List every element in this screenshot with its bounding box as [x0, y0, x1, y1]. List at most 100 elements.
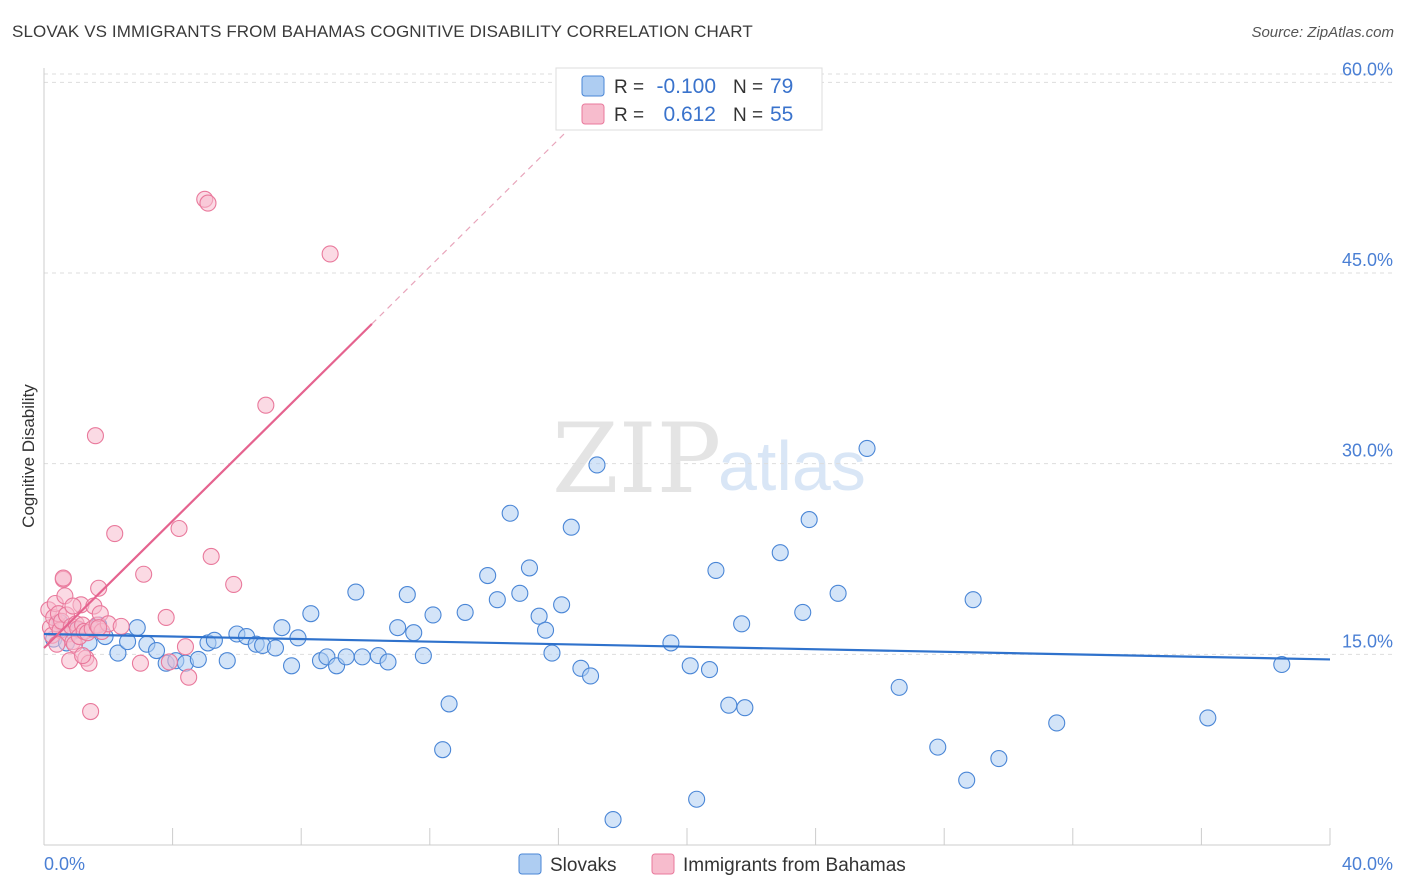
slovaks-point [553, 596, 571, 614]
slovaks-point [353, 648, 371, 666]
bahamas-point [82, 702, 100, 721]
slovaks-point [128, 619, 146, 637]
legend-r-label-pink: R = [614, 105, 644, 126]
bahamas-point [199, 194, 217, 212]
slovaks-point [520, 559, 539, 577]
slovaks-point [501, 504, 519, 522]
legend-swatch-blue [581, 75, 605, 97]
trendlines [43, 132, 1331, 661]
slovaks-point [398, 586, 416, 604]
slovaks-point [488, 591, 506, 609]
watermark-zip: ZIP [552, 403, 721, 515]
bahamas-point [90, 619, 108, 637]
bahamas-point [157, 608, 175, 627]
correlation-legend: R = -0.100 N = 79 R = 0.612 N = 55 [555, 67, 823, 131]
bahamas-point [170, 519, 188, 538]
bahamas-trendline-extension [371, 132, 566, 325]
legend-r-value-pink: 0.612 [663, 103, 716, 126]
slovaks-point [434, 741, 452, 759]
slovaks-point [205, 631, 223, 649]
slovaks-point [479, 566, 497, 585]
legend-n-label-blue: N = [733, 77, 763, 98]
source-credit: Source: ZipAtlas.com [1251, 24, 1394, 41]
slovaks-point [440, 695, 458, 713]
series-legend: Slovaks Immigrants from Bahamas [518, 853, 906, 876]
x-axis-ticks [43, 828, 1331, 845]
slovaks-point [929, 738, 947, 756]
bahamas-point [90, 579, 108, 597]
slovaks-point [302, 605, 320, 623]
bahamas-point [176, 638, 195, 656]
slovaks-point [405, 624, 423, 642]
slovaks-point [707, 561, 725, 579]
legend-n-value-blue: 79 [770, 75, 793, 98]
slovaks-point [414, 647, 432, 665]
bottom-legend-swatch-slovaks [518, 853, 542, 875]
y-tick-label: 30.0% [1342, 441, 1393, 461]
bottom-legend-label-bahamas: Immigrants from Bahamas [683, 855, 906, 876]
bottom-legend-label-slovaks: Slovaks [550, 855, 617, 876]
legend-n-label-pink: N = [733, 105, 763, 126]
series-slovaks-points [45, 439, 1291, 829]
bahamas-point [106, 525, 124, 543]
slovaks-point [958, 771, 976, 789]
slovaks-point [109, 644, 127, 662]
bahamas-point [225, 575, 243, 593]
slovaks-point [662, 634, 680, 652]
slovaks-point [794, 603, 812, 621]
bahamas-trendline [43, 323, 373, 649]
slovaks-point [720, 696, 738, 714]
slovaks-trendline [43, 632, 1331, 661]
slovaks-point [1199, 709, 1217, 727]
bahamas-point [135, 565, 153, 583]
slovaks-point [379, 653, 397, 671]
slovaks-point [266, 639, 285, 657]
slovaks-point [119, 633, 137, 651]
slovaks-point [604, 811, 622, 829]
slovaks-point [858, 439, 876, 457]
bottom-legend-swatch-bahamas [651, 853, 675, 875]
slovaks-point [147, 641, 166, 660]
slovaks-point [681, 657, 699, 675]
slovaks-point [189, 650, 207, 668]
slovaks-point [530, 607, 548, 625]
y-tick-labels: 15.0% 30.0% 45.0% 60.0% [1342, 59, 1393, 651]
slovaks-point [581, 667, 600, 685]
slovaks-point [890, 678, 908, 696]
slovaks-point [511, 584, 529, 602]
slovaks-point [456, 603, 474, 621]
legend-n-value-pink: 55 [770, 103, 793, 126]
slovaks-point [218, 652, 236, 670]
slovaks-point [771, 544, 789, 562]
slovaks-point [389, 619, 407, 637]
slovaks-point [562, 518, 580, 536]
chart-title: SLOVAK VS IMMIGRANTS FROM BAHAMAS COGNIT… [12, 22, 753, 41]
slovaks-point [283, 657, 301, 675]
slovaks-point [1048, 714, 1066, 732]
slovaks-point [964, 591, 982, 609]
legend-r-value-blue: -0.100 [656, 75, 716, 98]
slovaks-point [700, 661, 719, 679]
slovaks-point [424, 606, 442, 624]
series-bahamas-points [40, 190, 339, 721]
y-axis-title: Cognitive Disability [19, 384, 38, 528]
slovaks-point [536, 621, 555, 639]
slovaks-point [588, 456, 606, 474]
x-tick-label-max: 40.0% [1342, 854, 1393, 874]
bahamas-point [321, 245, 339, 263]
slovaks-point [688, 790, 706, 808]
bahamas-point [160, 653, 178, 671]
legend-swatch-pink [581, 103, 605, 125]
slovaks-point [347, 583, 365, 601]
x-tick-label-min: 0.0% [44, 854, 85, 874]
watermark: ZIP atlas [552, 403, 866, 515]
y-tick-label: 15.0% [1342, 631, 1393, 651]
bahamas-point [74, 647, 92, 665]
slovaks-point [543, 644, 561, 662]
watermark-atlas: atlas [718, 427, 866, 505]
slovaks-point [1273, 655, 1291, 674]
slovaks-point [829, 584, 847, 602]
bahamas-point [48, 635, 66, 653]
legend-r-label-blue: R = [614, 77, 644, 98]
